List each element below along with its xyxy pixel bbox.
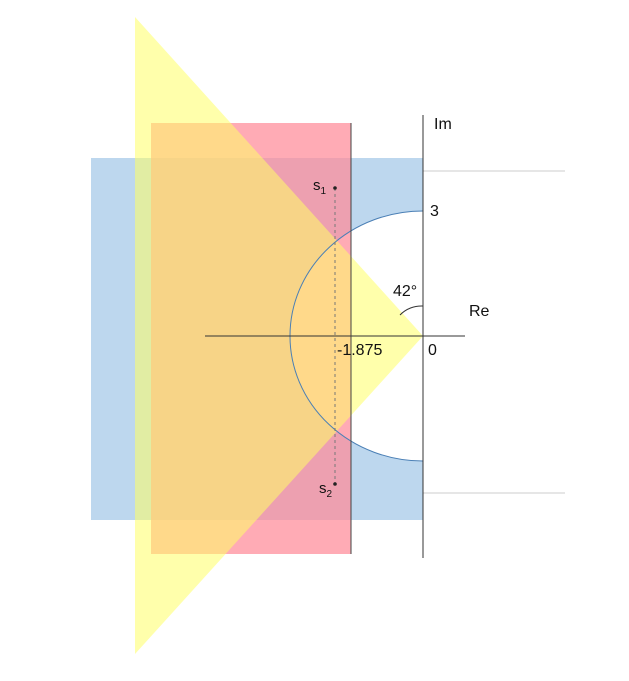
pole-s1-label: s1: [313, 177, 327, 197]
im-value-label: 3: [430, 203, 439, 220]
pole-s2-dot: [333, 482, 337, 486]
pole-s2-symbol: s: [319, 480, 327, 497]
angle-arc: [399, 305, 424, 316]
re-axis-label: Re: [469, 303, 490, 320]
pole-s1-symbol: s: [313, 177, 321, 194]
real-value-label: -1.875: [337, 342, 382, 359]
pole-s1-dot: [333, 186, 337, 190]
pole-s1-subscript: 1: [321, 186, 327, 197]
pole-s2-label: s2: [319, 480, 333, 500]
pole-s2-subscript: 2: [327, 489, 333, 500]
origin-label: 0: [428, 342, 437, 359]
angle-label: 42°: [393, 283, 417, 300]
im-axis-label: Im: [434, 116, 452, 133]
